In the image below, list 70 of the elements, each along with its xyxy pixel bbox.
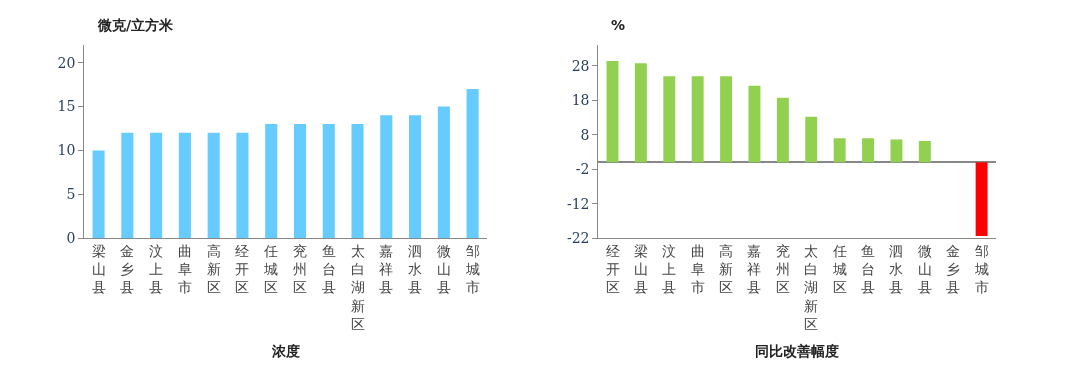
y-tick-label: -12 [566,195,590,212]
bar [437,106,450,239]
x-tick-label: 嘉祥县 [379,242,394,296]
bar [380,115,393,239]
x-tick-label: 汶上县 [149,242,164,296]
bar [691,76,704,163]
x-tick-label: 兖州区 [292,242,307,296]
bar [606,60,619,163]
y-tick-label: 0 [66,230,76,247]
x-tick-label: 兖州区 [775,242,790,296]
bar [207,132,220,239]
bar [293,124,307,239]
y-tick-label: 20 [57,54,76,71]
y-tick-label: 8 [580,126,590,143]
y-tick-label: 18 [571,92,590,109]
y-tick-label: 5 [66,186,76,203]
x-tick-label: 经开区 [605,242,620,296]
bar [890,139,903,163]
x-tick-label: 鱼台县 [321,242,336,296]
x-tick-label: 汶上县 [662,242,677,296]
bar [918,140,931,163]
y-axis-title: % [611,17,626,33]
bar [776,97,789,163]
x-tick-label: 邹城市 [973,242,989,296]
bar [236,132,249,239]
x-tick-label: 泗水县 [889,242,904,296]
y-tick-label: 28 [571,57,590,74]
x-axis-title: 同比改善幅度 [755,343,839,359]
x-tick-label: 金乡县 [946,242,961,296]
x-tick-label: 高新区 [719,242,734,296]
y-axis-title: 微克/立方米 [97,17,175,33]
x-tick-label: 微山县 [436,242,451,296]
x-tick-label: 太白湖新区 [804,242,819,332]
bar [409,115,422,239]
bar [92,150,105,239]
bar [720,76,733,163]
bar [351,124,364,239]
bar [178,132,191,239]
y-tick-label: 15 [57,98,76,115]
bar [833,138,846,163]
x-tick-label: 太白湖新区 [350,242,365,332]
x-axis-title: 浓度 [271,343,300,359]
y-tick-label: -2 [575,161,590,178]
x-tick-label: 邹城市 [464,242,480,296]
x-tick-label: 任城区 [831,242,847,296]
x-tick-label: 曲阜市 [690,242,705,296]
bar [862,138,874,163]
x-tick-label: 梁山县 [633,242,648,296]
x-tick-label: 嘉祥县 [747,242,762,296]
x-tick-label: 曲阜市 [177,242,192,296]
bar [322,124,335,239]
bar [975,162,988,237]
x-tick-label: 高新区 [206,242,221,296]
y-tick-label: 10 [57,142,76,159]
bar [150,132,163,239]
x-tick-label: 梁山县 [91,242,106,296]
x-tick-label: 经开区 [235,242,250,296]
bar [634,63,647,163]
x-tick-label: 泗水县 [408,242,423,296]
x-tick-label: 金乡县 [120,242,135,296]
bar [663,76,676,163]
y-tick-label: -22 [566,230,590,247]
bar [265,124,278,239]
bar [748,85,761,163]
x-tick-label: 微山县 [917,242,932,296]
x-tick-label: 鱼台县 [861,242,876,296]
x-tick-label: 任城区 [263,242,279,296]
bar [805,116,818,163]
bar [121,132,134,239]
bar [466,88,479,239]
